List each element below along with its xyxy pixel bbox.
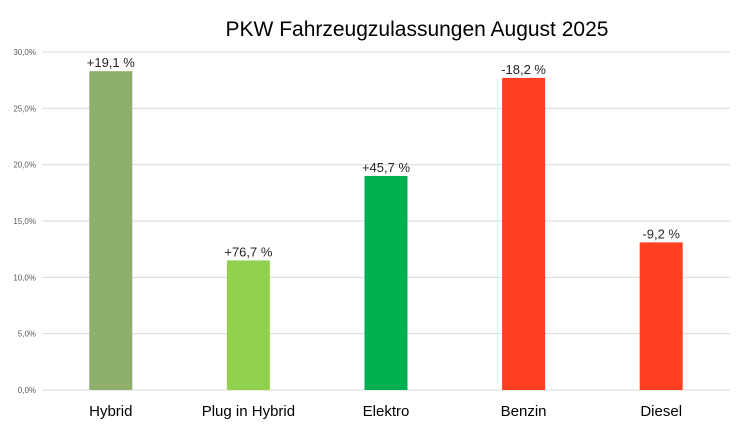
data-labels: +19,1 % +76,7 % +45,7 % -18,2 % -9,2 %	[87, 55, 681, 259]
data-label: +76,7 %	[224, 244, 273, 259]
category-label: Hybrid	[89, 403, 132, 420]
y-tick-label: 25,0%	[13, 104, 36, 113]
y-tick-label: 30,0%	[13, 48, 36, 57]
data-label: -9,2 %	[642, 226, 680, 241]
y-tick-label: 0,0%	[18, 386, 36, 395]
chart-title: PKW Fahrzeugzulassungen August 2025	[226, 18, 609, 41]
category-label: Diesel	[640, 403, 682, 420]
bar-plug-in-hybrid	[226, 260, 270, 390]
y-tick-label: 5,0%	[18, 330, 36, 339]
bar-elektro	[364, 175, 408, 390]
bar-diesel	[639, 242, 683, 390]
bar-benzin	[502, 77, 546, 390]
bar-hybrid	[89, 71, 133, 391]
y-tick-label: 20,0%	[13, 161, 36, 170]
x-axis-category-labels: Hybrid Plug in Hybrid Elektro Benzin Diesel	[89, 403, 682, 420]
y-tick-label: 10,0%	[13, 273, 36, 282]
bars	[89, 71, 683, 391]
category-label: Benzin	[501, 403, 547, 420]
data-label: +19,1 %	[87, 55, 136, 70]
y-tick-label: 15,0%	[13, 217, 36, 226]
data-label: -18,2 %	[501, 62, 546, 77]
category-label: Plug in Hybrid	[202, 403, 295, 420]
data-label: +45,7 %	[362, 160, 411, 175]
category-label: Elektro	[363, 403, 410, 420]
y-axis-tick-labels: 0,0% 5,0% 10,0% 15,0% 20,0% 25,0% 30,0%	[13, 48, 36, 395]
